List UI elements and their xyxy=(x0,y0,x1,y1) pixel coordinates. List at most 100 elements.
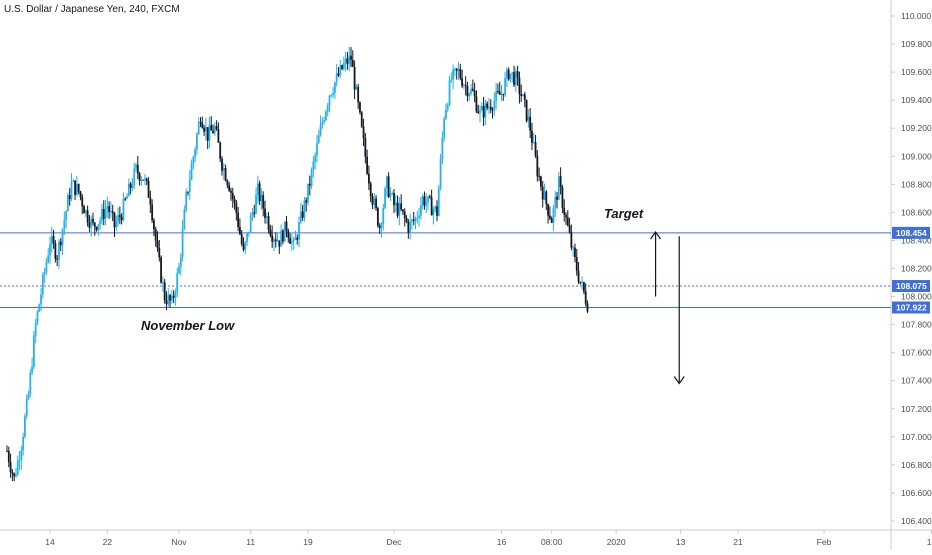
candle-body xyxy=(133,168,136,186)
x-tick-label: 17 xyxy=(927,537,932,547)
candle-body xyxy=(292,239,295,242)
candle-body xyxy=(362,126,365,139)
candle-body xyxy=(471,88,474,91)
x-tick-label: 16 xyxy=(497,537,507,547)
candle-body xyxy=(513,72,515,85)
candle-body xyxy=(387,176,390,197)
candle-body xyxy=(97,224,100,230)
candle-body xyxy=(473,90,476,97)
candle-body xyxy=(579,281,582,283)
candle-body xyxy=(369,183,372,197)
candle-body xyxy=(412,219,415,222)
candle-body xyxy=(550,218,553,223)
candle-body xyxy=(520,93,523,97)
price-tag xyxy=(892,280,930,293)
candle-body xyxy=(301,211,304,218)
candle-body xyxy=(441,138,444,159)
candle-body xyxy=(260,195,263,202)
candle-body xyxy=(102,209,105,219)
candle-body xyxy=(49,244,51,256)
y-tick-label: 107.800 xyxy=(901,320,932,330)
candle-body xyxy=(258,183,261,202)
candle-body xyxy=(446,104,449,110)
candle-body xyxy=(391,193,394,194)
candle-body xyxy=(514,71,517,85)
candle-body xyxy=(454,68,456,70)
y-tick-label: 109.200 xyxy=(901,123,932,133)
y-tick-label: 107.600 xyxy=(901,348,932,358)
candle-body xyxy=(110,211,112,213)
candle-body xyxy=(127,183,130,197)
candle-body xyxy=(411,219,413,222)
candle-body xyxy=(480,106,483,111)
candle-body xyxy=(269,229,272,236)
y-tick-label: 108.600 xyxy=(901,207,932,217)
candle-body xyxy=(27,393,30,399)
candle-body xyxy=(290,241,293,244)
candle-body xyxy=(529,116,532,131)
candle-body xyxy=(34,322,37,336)
y-tick-label: 109.800 xyxy=(901,39,932,49)
candle-body xyxy=(108,206,111,213)
candle-body xyxy=(239,227,241,235)
candle-body xyxy=(547,204,549,216)
candle-body xyxy=(224,168,227,181)
candle-body xyxy=(106,206,109,209)
candle-body xyxy=(563,207,566,215)
price-tag-label: 108.454 xyxy=(896,228,927,238)
candle-body xyxy=(29,372,32,394)
candle-body xyxy=(255,194,257,214)
candle-body xyxy=(99,220,102,225)
candle-body xyxy=(298,222,300,240)
candle-body xyxy=(81,196,84,207)
candle-body xyxy=(479,110,481,114)
candle-body xyxy=(188,179,191,193)
x-tick-label: Nov xyxy=(171,537,187,547)
candle-body xyxy=(403,211,406,219)
candle-body xyxy=(219,142,222,159)
candle-body xyxy=(222,168,225,171)
candle-body xyxy=(368,173,370,184)
candle-body xyxy=(360,112,363,127)
candle-body xyxy=(323,120,326,122)
candle-body xyxy=(341,65,343,69)
candle-body xyxy=(373,198,376,205)
candle-body xyxy=(402,209,404,212)
candle-body xyxy=(540,176,542,187)
candle-body xyxy=(276,240,279,242)
candle-body xyxy=(111,211,114,213)
candle-body xyxy=(240,234,243,245)
candle-body xyxy=(271,235,274,242)
candle-body xyxy=(497,91,499,92)
x-tick-label: 2020 xyxy=(607,537,626,547)
candle-body xyxy=(566,217,569,226)
candle-body xyxy=(83,206,85,214)
candle-body xyxy=(215,126,218,130)
candle-body xyxy=(283,221,286,242)
candle-body xyxy=(556,196,558,200)
candle-body xyxy=(493,100,496,111)
candle-body xyxy=(409,221,412,233)
candle-body xyxy=(303,200,306,218)
candle-body xyxy=(251,212,254,216)
candle-body xyxy=(144,178,146,181)
candle-body xyxy=(545,191,548,205)
candle-body xyxy=(63,220,66,230)
candle-body xyxy=(464,85,467,86)
y-tick-label: 106.800 xyxy=(901,460,932,470)
candle-body xyxy=(167,295,170,305)
candle-body xyxy=(548,215,551,219)
y-tick-label: 108.200 xyxy=(901,264,932,274)
candle-body xyxy=(204,127,207,132)
candle-body xyxy=(511,72,514,74)
candle-body xyxy=(32,335,35,367)
candle-body xyxy=(226,180,229,186)
up-arrow-icon xyxy=(650,230,662,240)
candle-body xyxy=(436,206,438,216)
candle-body xyxy=(376,207,379,226)
candle-body xyxy=(273,239,275,242)
candle-body xyxy=(52,236,55,244)
candle-body xyxy=(120,216,123,220)
candle-body xyxy=(190,164,193,180)
candle-body xyxy=(342,62,345,69)
